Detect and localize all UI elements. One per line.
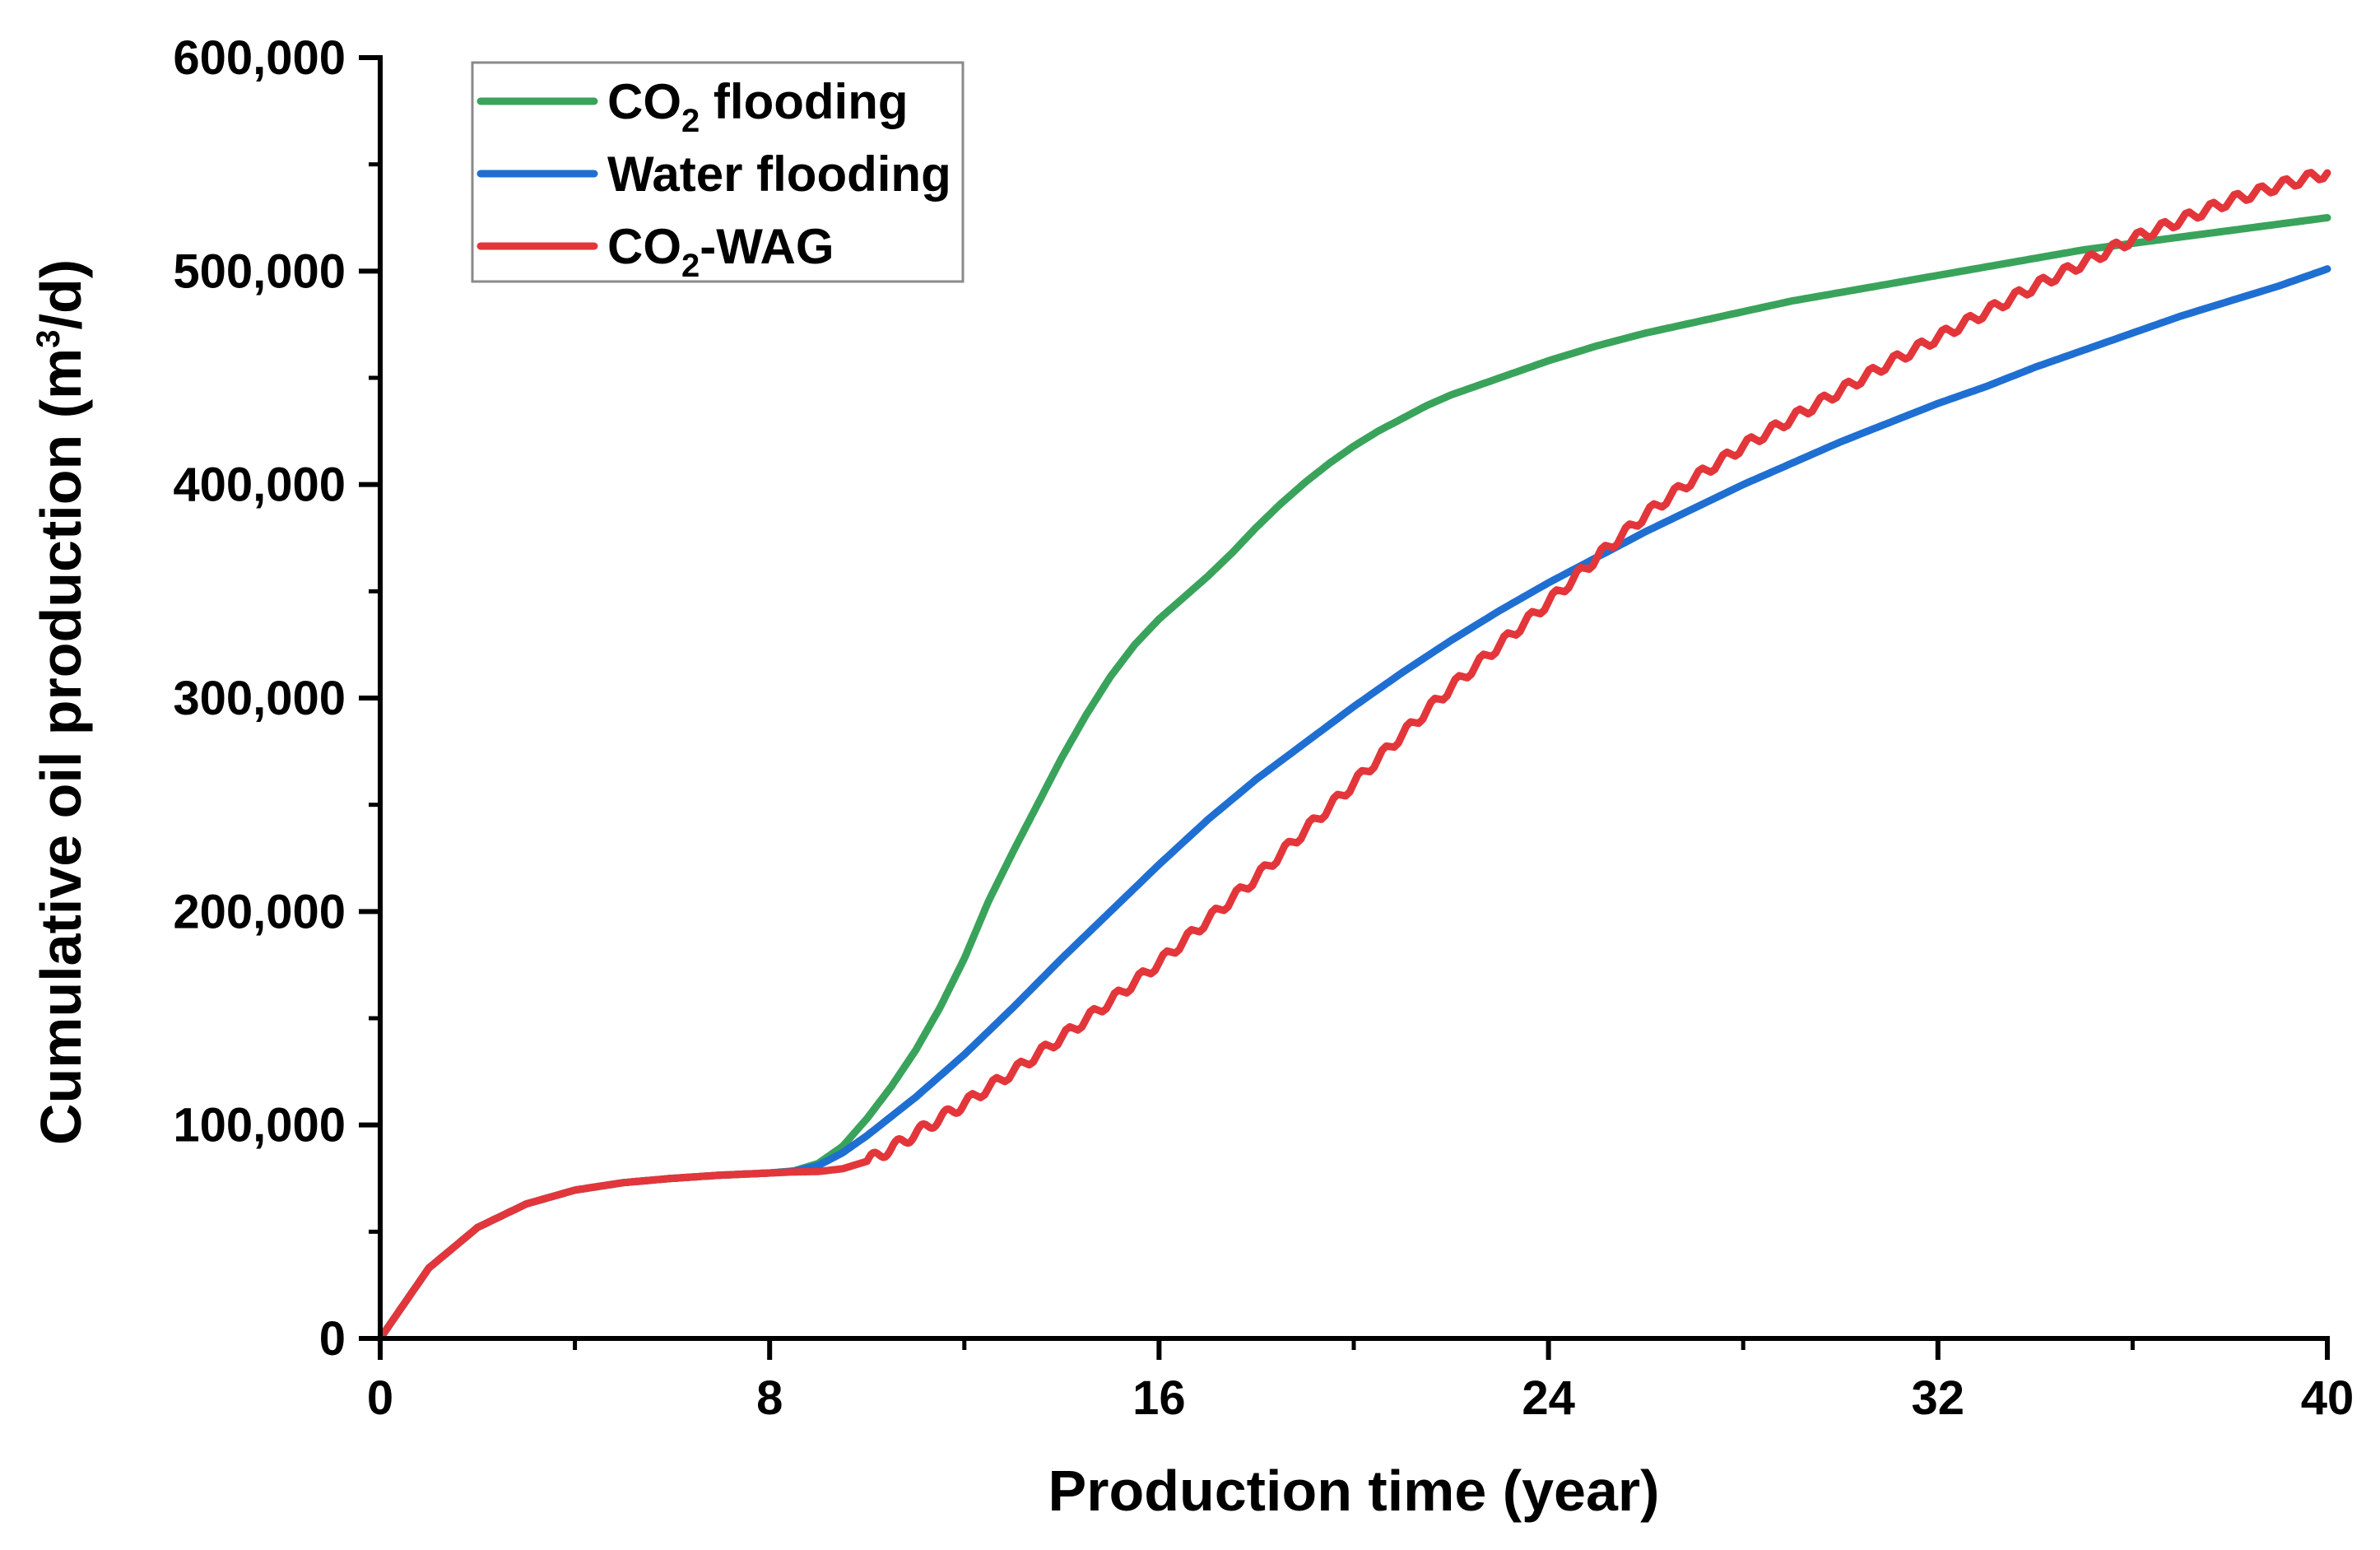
y-tick-label: 100,000 bbox=[173, 1099, 346, 1152]
x-tick-label: 8 bbox=[756, 1371, 783, 1425]
y-tick-label: 0 bbox=[319, 1312, 346, 1366]
x-tick-label: 32 bbox=[1912, 1371, 1965, 1425]
legend-label: CO2 flooding bbox=[607, 74, 909, 139]
x-axis-title: Production time (year) bbox=[1048, 1459, 1660, 1523]
y-axis-title: Cumulative oil production (m3/d) bbox=[29, 259, 93, 1145]
legend-label: CO2-WAG bbox=[607, 219, 834, 284]
legend: CO2 flooding Water flooding CO2-WAG bbox=[471, 61, 965, 284]
x-tick-label: 40 bbox=[2301, 1371, 2354, 1425]
x-ticks: 0 8 16 24 32 40 bbox=[367, 1338, 2354, 1425]
y-tick-label: 400,000 bbox=[173, 458, 346, 512]
y-axis-title-superscript: 3 bbox=[30, 329, 67, 347]
x-tick-label: 16 bbox=[1132, 1371, 1186, 1425]
y-axis-title-main: Cumulative oil production (m bbox=[29, 348, 93, 1145]
x-tick-label: 0 bbox=[367, 1371, 393, 1425]
y-tick-label: 600,000 bbox=[173, 31, 346, 85]
y-tick-label: 500,000 bbox=[173, 244, 346, 298]
y-tick-label: 200,000 bbox=[173, 885, 346, 938]
x-tick-label: 24 bbox=[1522, 1371, 1575, 1425]
plot-series bbox=[376, 169, 2331, 1343]
y-ticks: 0 100,000 200,000 300,000 400,000 500,000 600,… bbox=[173, 31, 380, 1366]
y-axis-title-tail: /d) bbox=[29, 259, 93, 330]
legend-label: Water flooding bbox=[607, 147, 951, 202]
y-tick-label: 300,000 bbox=[173, 672, 346, 725]
series-line-co2-wag bbox=[376, 169, 2331, 1343]
